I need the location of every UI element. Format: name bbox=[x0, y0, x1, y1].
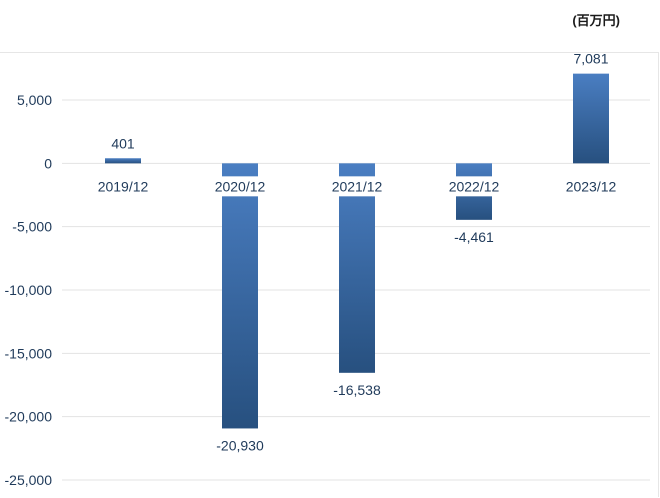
labels: 2019/12 401 2020/12 -20,930 2021/12 -16,538 20… bbox=[93, 51, 621, 453]
y-tick-label: -10,000 bbox=[5, 282, 53, 298]
y-axis-ticks: 5,000 0 -5,000 -10,000 -15,000 -20,000 -25,000 bbox=[5, 92, 53, 488]
y-tick-label: -5,000 bbox=[12, 219, 52, 235]
x-category-label: 2021/12 bbox=[332, 178, 383, 194]
y-tick-label: -15,000 bbox=[5, 345, 53, 361]
x-category-label: 2019/12 bbox=[98, 178, 149, 194]
data-label: -20,930 bbox=[216, 437, 264, 453]
plot-frame bbox=[0, 52, 659, 497]
bar bbox=[339, 163, 375, 373]
x-category-label: 2020/12 bbox=[215, 178, 266, 194]
gridlines bbox=[62, 99, 650, 481]
category-label-bg bbox=[444, 176, 504, 197]
category-label-bg bbox=[561, 176, 621, 197]
data-label: 7,081 bbox=[573, 51, 608, 67]
bar bbox=[105, 158, 141, 164]
y-tick-label: 0 bbox=[44, 155, 52, 171]
data-label: 401 bbox=[111, 135, 135, 151]
category-label-bg bbox=[210, 176, 270, 197]
data-label: -4,461 bbox=[454, 229, 494, 245]
bar bbox=[573, 73, 609, 164]
bar bbox=[222, 163, 258, 429]
x-category-label: 2023/12 bbox=[566, 178, 617, 194]
category-label-bg bbox=[93, 176, 153, 197]
category-label-bg bbox=[327, 176, 387, 197]
x-category-label: 2022/12 bbox=[449, 178, 500, 194]
unit-label: (百万円) bbox=[572, 13, 620, 28]
bars bbox=[105, 73, 609, 429]
y-tick-label: -20,000 bbox=[5, 409, 53, 425]
y-tick-label: 5,000 bbox=[17, 92, 52, 108]
data-label: -16,538 bbox=[333, 382, 381, 398]
y-tick-label: -25,000 bbox=[5, 472, 53, 488]
